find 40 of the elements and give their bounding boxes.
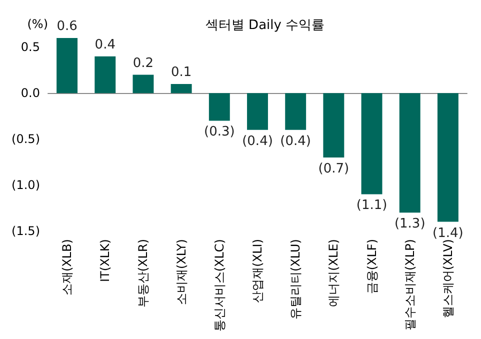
x-tick-label: 금융(XLF) <box>364 239 379 294</box>
data-label: 0.2 <box>132 56 154 71</box>
bar <box>437 93 458 222</box>
x-tick-label: 유틸리티(XLU) <box>288 239 303 320</box>
data-label: 0.1 <box>170 64 192 80</box>
data-label: (0.4) <box>280 134 312 149</box>
y-tick-label: 0.5 <box>20 40 40 54</box>
bar <box>132 74 154 94</box>
bar <box>170 84 192 94</box>
x-tick-label: 에너지(XLE) <box>326 239 341 307</box>
y-tick-label: (1.5) <box>12 224 40 238</box>
chart-title: 섹터별 Daily 수익률 <box>205 18 325 33</box>
data-label: (1.1) <box>356 198 388 214</box>
data-label: (0.4) <box>242 134 273 149</box>
data-label: 0.6 <box>56 19 78 34</box>
bar <box>94 56 116 94</box>
x-tick-label: IT(XLK) <box>98 239 112 282</box>
data-label: (1.3) <box>394 216 426 232</box>
data-label: (0.3) <box>204 124 235 140</box>
y-tick-label: 0.0 <box>20 86 40 100</box>
x-tick-label: 소비재(XLY) <box>174 239 188 306</box>
data-label: 0.4 <box>94 37 116 52</box>
x-tick-label: 통신서비스(XLC) <box>212 239 226 332</box>
x-tick-label: 소재(XLB) <box>60 239 74 296</box>
bar <box>361 93 382 194</box>
bar <box>208 93 230 121</box>
bar <box>323 93 344 158</box>
y-axis-title: (%) <box>27 17 48 31</box>
y-tick-label: (1.0) <box>12 178 40 192</box>
bar <box>56 38 78 94</box>
x-tick-label: 헬스케어(XLV) <box>440 239 455 318</box>
x-tick-label: 필수소비재(XLP) <box>402 239 417 331</box>
bar <box>285 93 306 130</box>
y-tick-label: (0.5) <box>12 132 40 146</box>
x-tick-label: 산업재(XLI) <box>250 239 264 303</box>
data-label: (1.4) <box>432 226 464 241</box>
bar <box>399 93 420 213</box>
data-label: (0.7) <box>318 161 350 176</box>
bar <box>247 93 268 130</box>
x-tick-label: 부동산(XLR) <box>136 239 150 308</box>
